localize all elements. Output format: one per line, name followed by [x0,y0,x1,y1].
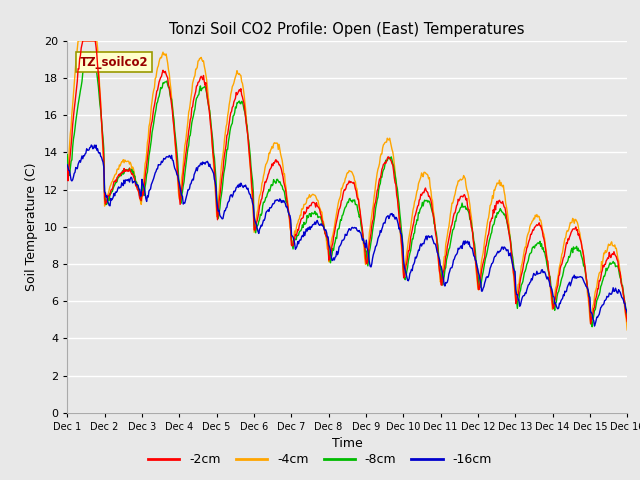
Y-axis label: Soil Temperature (C): Soil Temperature (C) [26,163,38,291]
Title: Tonzi Soil CO2 Profile: Open (East) Temperatures: Tonzi Soil CO2 Profile: Open (East) Temp… [170,22,525,37]
Text: TZ_soilco2: TZ_soilco2 [79,56,148,69]
X-axis label: Time: Time [332,437,363,450]
Legend: -2cm, -4cm, -8cm, -16cm: -2cm, -4cm, -8cm, -16cm [143,448,497,471]
